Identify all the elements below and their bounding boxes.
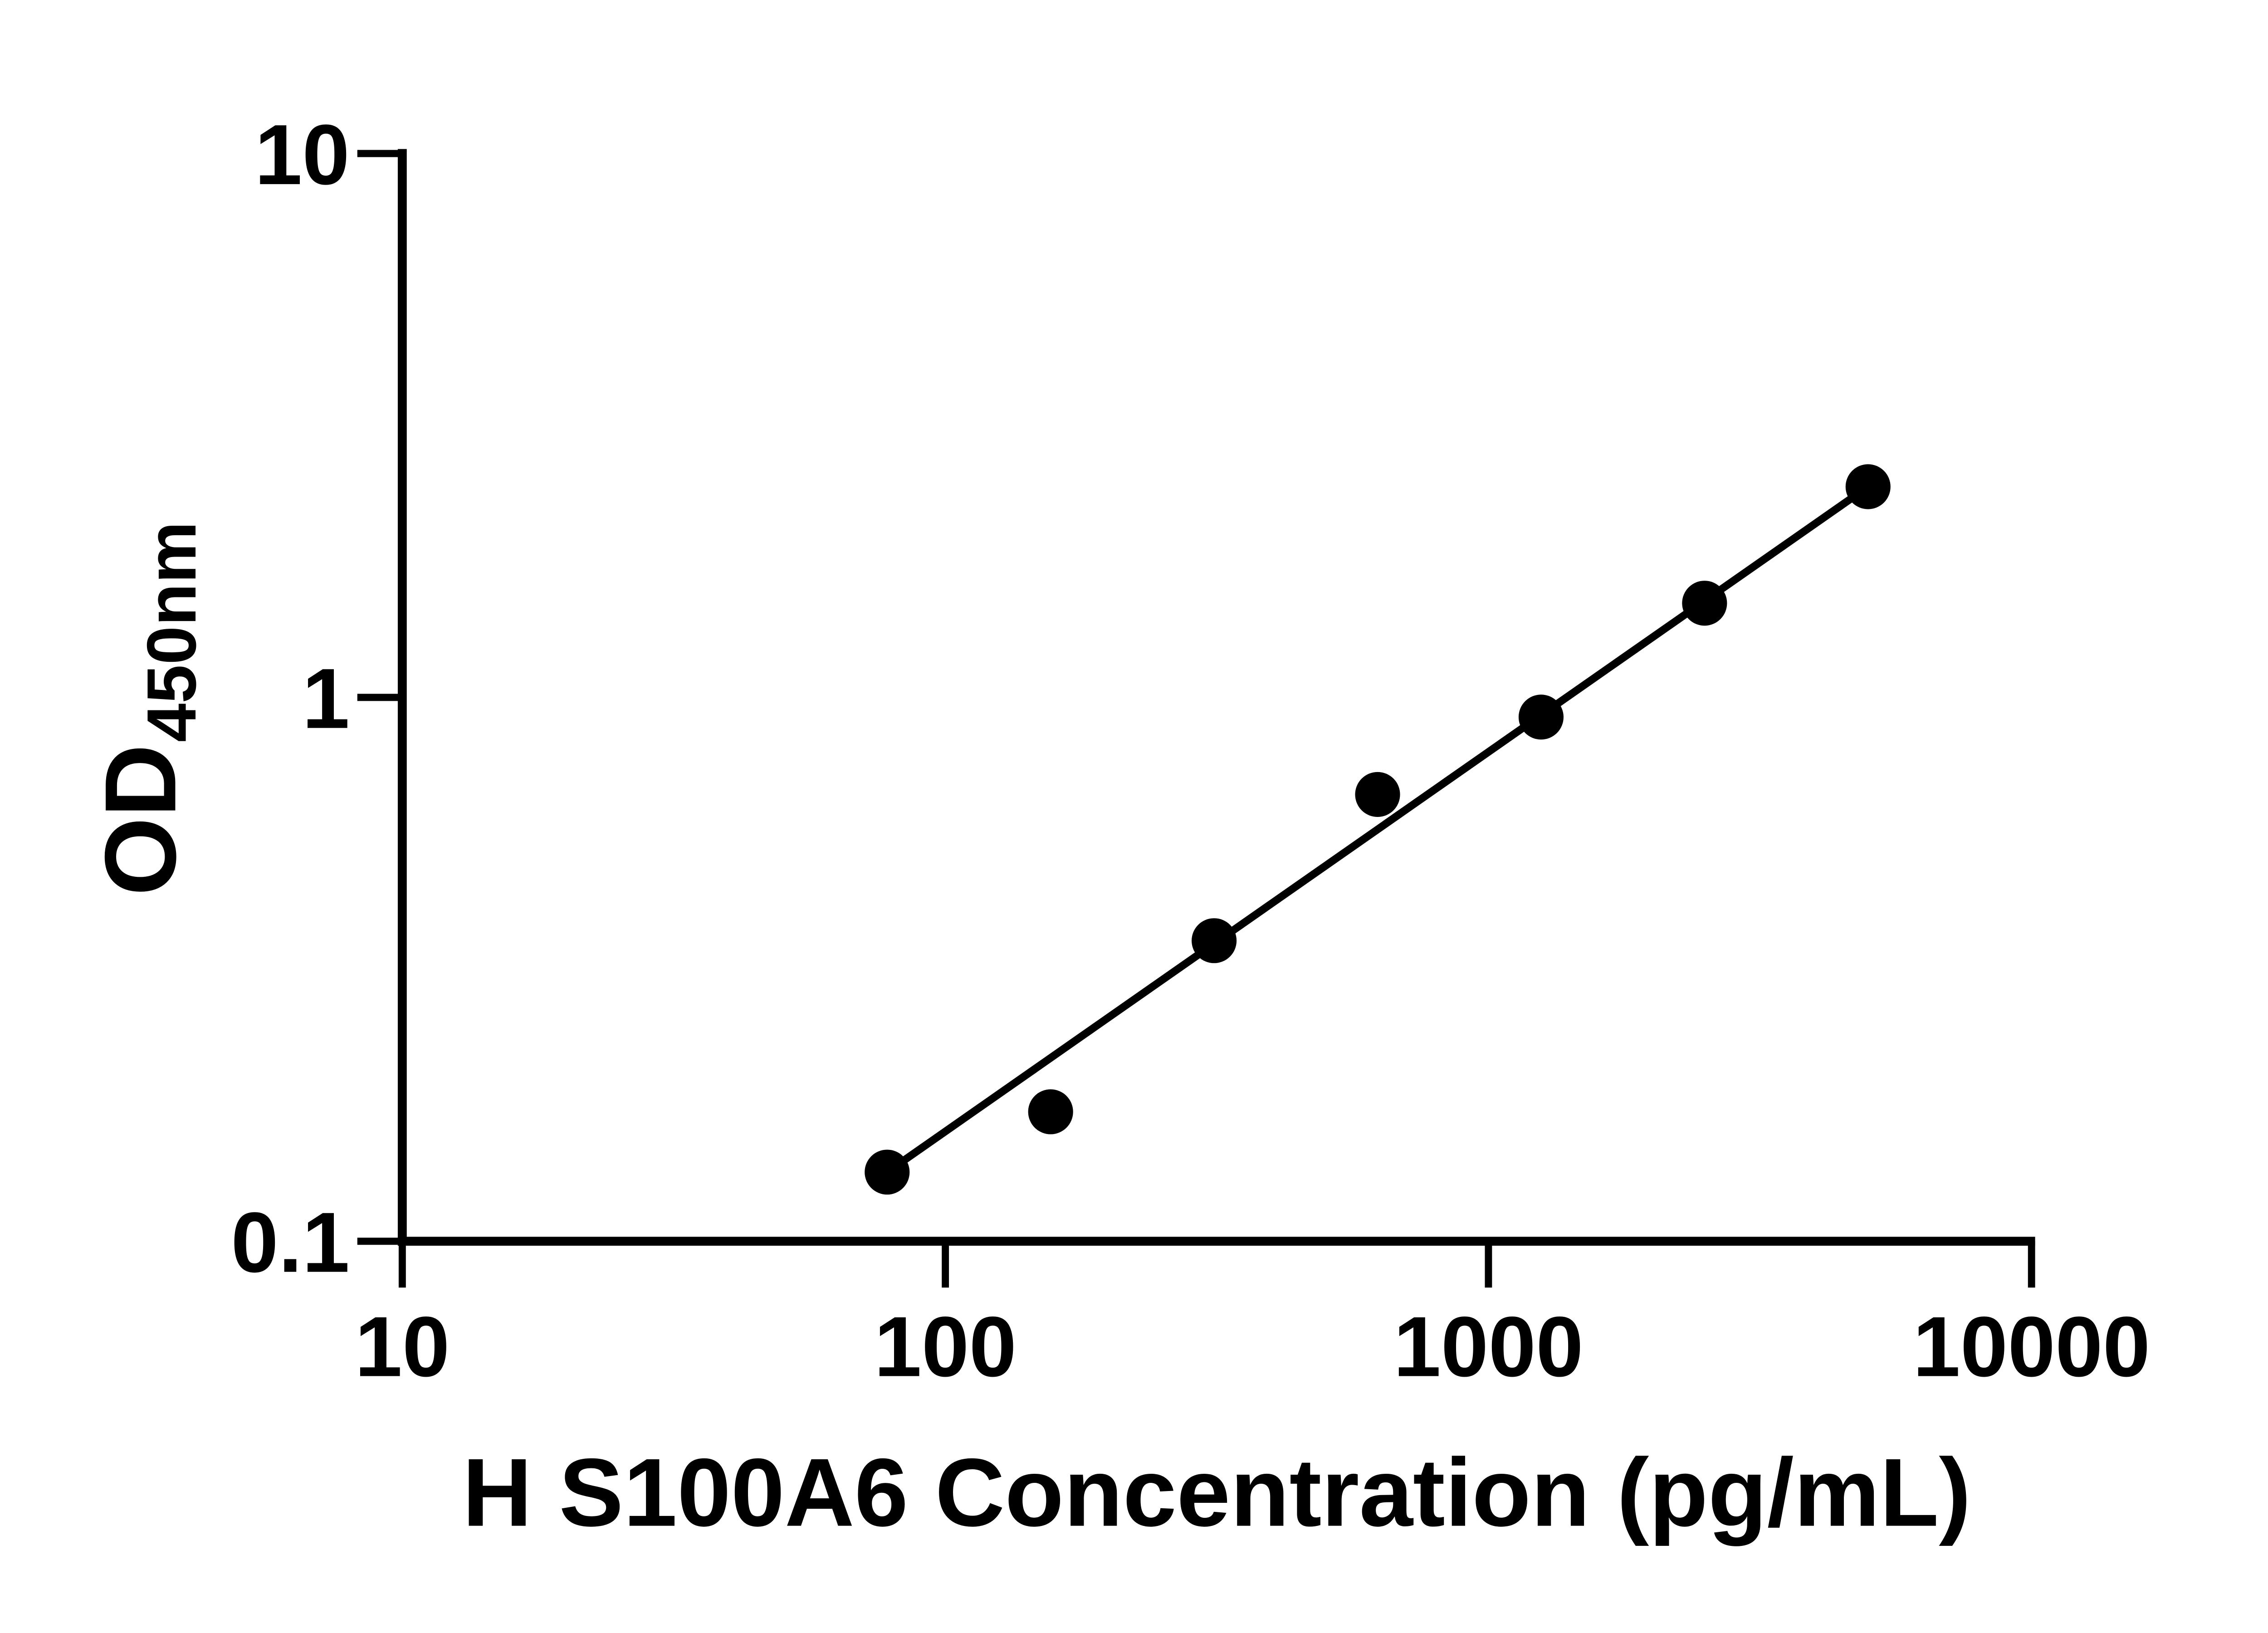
data-point [1355,772,1400,817]
y-axis-title-subscript: 450nm [132,521,210,742]
y-axis-title: OD 450nm [84,521,210,895]
data-point [1518,694,1564,740]
data-point [865,1149,910,1195]
y-axis-title-main: OD [84,744,197,895]
x-tick-label: 10 [355,1299,450,1394]
plot-area [865,464,1891,1195]
axis-tick-labels: 0.1 1 10 10 100 1000 10000 [231,107,2150,1394]
data-point [1845,464,1891,509]
x-tick-label: 1000 [1393,1299,1584,1394]
x-axis-title: H S100A6 Concentration (pg/mL) [462,1439,1971,1547]
y-tick-label: 0.1 [231,1195,350,1290]
y-tick-label: 1 [302,651,350,746]
axes [397,149,2035,1246]
axis-ticks [357,150,2035,1288]
x-tick-label: 100 [874,1299,1017,1394]
y-tick-label: 10 [255,107,350,202]
data-point [1192,918,1237,963]
data-point [1682,581,1727,626]
x-tick-label: 10000 [1913,1299,2150,1394]
data-point [1028,1089,1073,1134]
